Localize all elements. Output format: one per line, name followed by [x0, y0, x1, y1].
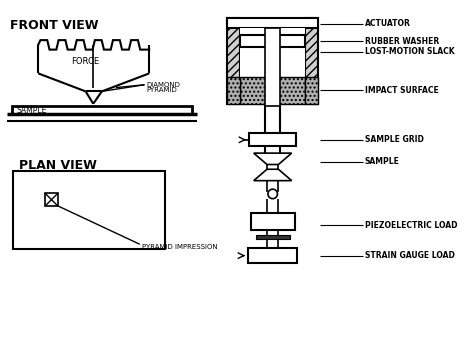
Bar: [240, 77, 305, 104]
Bar: [248, 248, 297, 263]
Text: STRAIN GAUGE LOAD: STRAIN GAUGE LOAD: [365, 251, 455, 260]
Bar: [251, 213, 294, 230]
Bar: [240, 28, 305, 104]
Polygon shape: [254, 153, 292, 165]
Text: SAMPLE GRID: SAMPLE GRID: [365, 135, 424, 144]
Bar: [255, 235, 290, 239]
Bar: [227, 18, 318, 28]
Circle shape: [268, 189, 277, 199]
Text: PYRAMID: PYRAMID: [146, 87, 177, 94]
Bar: [265, 28, 280, 106]
Bar: [13, 171, 165, 249]
Bar: [249, 133, 296, 147]
Bar: [227, 77, 240, 104]
Polygon shape: [254, 169, 292, 181]
Text: DIAMOND: DIAMOND: [146, 82, 180, 88]
Text: LOST-MOTION SLACK: LOST-MOTION SLACK: [365, 47, 455, 56]
Bar: [46, 193, 58, 206]
Bar: [305, 18, 318, 104]
Text: ACTUATOR: ACTUATOR: [365, 19, 410, 29]
Text: RUBBER WASHER: RUBBER WASHER: [365, 37, 439, 46]
Text: PLAN VIEW: PLAN VIEW: [19, 159, 97, 172]
Text: SAMPLE: SAMPLE: [16, 106, 47, 115]
Bar: [305, 77, 318, 104]
Text: FORCE: FORCE: [72, 57, 100, 66]
Text: FRONT VIEW: FRONT VIEW: [10, 19, 99, 32]
Text: PYRAMID IMPRESSION: PYRAMID IMPRESSION: [142, 244, 217, 250]
Text: PIEZOELECTRIC LOAD: PIEZOELECTRIC LOAD: [365, 221, 457, 230]
Bar: [11, 106, 192, 114]
Text: SAMPLE: SAMPLE: [365, 157, 400, 166]
Text: IMPACT SURFACE: IMPACT SURFACE: [365, 86, 438, 95]
Bar: [227, 18, 240, 104]
Bar: [240, 35, 305, 47]
